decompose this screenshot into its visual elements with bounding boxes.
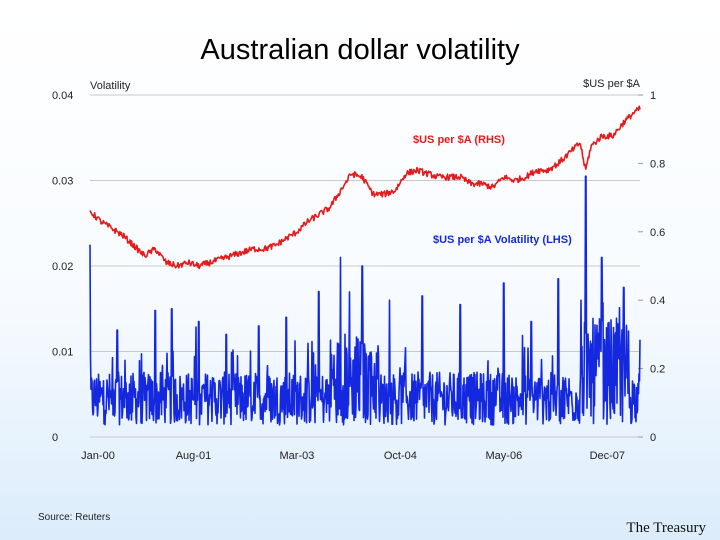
y-tick-right: 0.2 <box>650 364 665 376</box>
x-tick: Jan-00 <box>81 450 115 462</box>
series-line-rhs <box>89 105 641 270</box>
y-tick-right: 0.4 <box>650 295 665 307</box>
y-axis-left-label: Volatility <box>90 80 131 92</box>
y-axis-right-label: $US per $A <box>583 78 641 90</box>
organisation-name: The Treasury <box>626 520 706 536</box>
y-tick-left: 0.04 <box>52 90 73 102</box>
tick-labels: 0 0.01 0.02 0.03 0.04 0 0.2 0.4 0.6 0.8 1 Jan-00 Aug… <box>52 90 665 462</box>
source-note: Source: Reuters <box>38 512 111 523</box>
series-label-lhs: $US per $A Volatility (LHS) <box>433 234 572 246</box>
y-tick-left: 0.01 <box>52 347 73 359</box>
x-tick: Dec-07 <box>590 450 625 462</box>
chart-title: Australian dollar volatility <box>200 34 520 66</box>
y-tick-right: 0 <box>650 432 656 444</box>
series-lhs <box>89 175 641 426</box>
x-tick: May-06 <box>486 450 523 462</box>
y-tick-left: 0.02 <box>52 261 73 273</box>
y-tick-left: 0 <box>52 432 58 444</box>
x-tick: Aug-01 <box>176 450 211 462</box>
series-label-rhs: $US per $A (RHS) <box>413 134 505 146</box>
y-tick-right: 0.6 <box>650 227 665 239</box>
x-tick: Oct-04 <box>384 450 417 462</box>
x-tick: Mar-03 <box>280 450 315 462</box>
series-rhs <box>89 105 641 270</box>
series-line-lhs <box>89 175 641 426</box>
y-tick-right: 1 <box>650 90 656 102</box>
y-tick-right: 0.8 <box>650 158 665 170</box>
y-tick-left: 0.03 <box>52 176 73 188</box>
